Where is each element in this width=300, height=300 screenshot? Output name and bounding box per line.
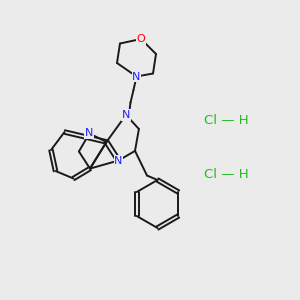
Text: N: N [122, 110, 130, 120]
Text: O: O [136, 34, 146, 44]
Text: Cl — H: Cl — H [204, 113, 249, 127]
Text: N: N [114, 155, 123, 166]
Text: N: N [132, 71, 141, 82]
Text: N: N [85, 128, 94, 139]
Text: O: O [136, 34, 146, 44]
Text: N: N [132, 71, 141, 82]
Text: Cl — H: Cl — H [204, 167, 249, 181]
